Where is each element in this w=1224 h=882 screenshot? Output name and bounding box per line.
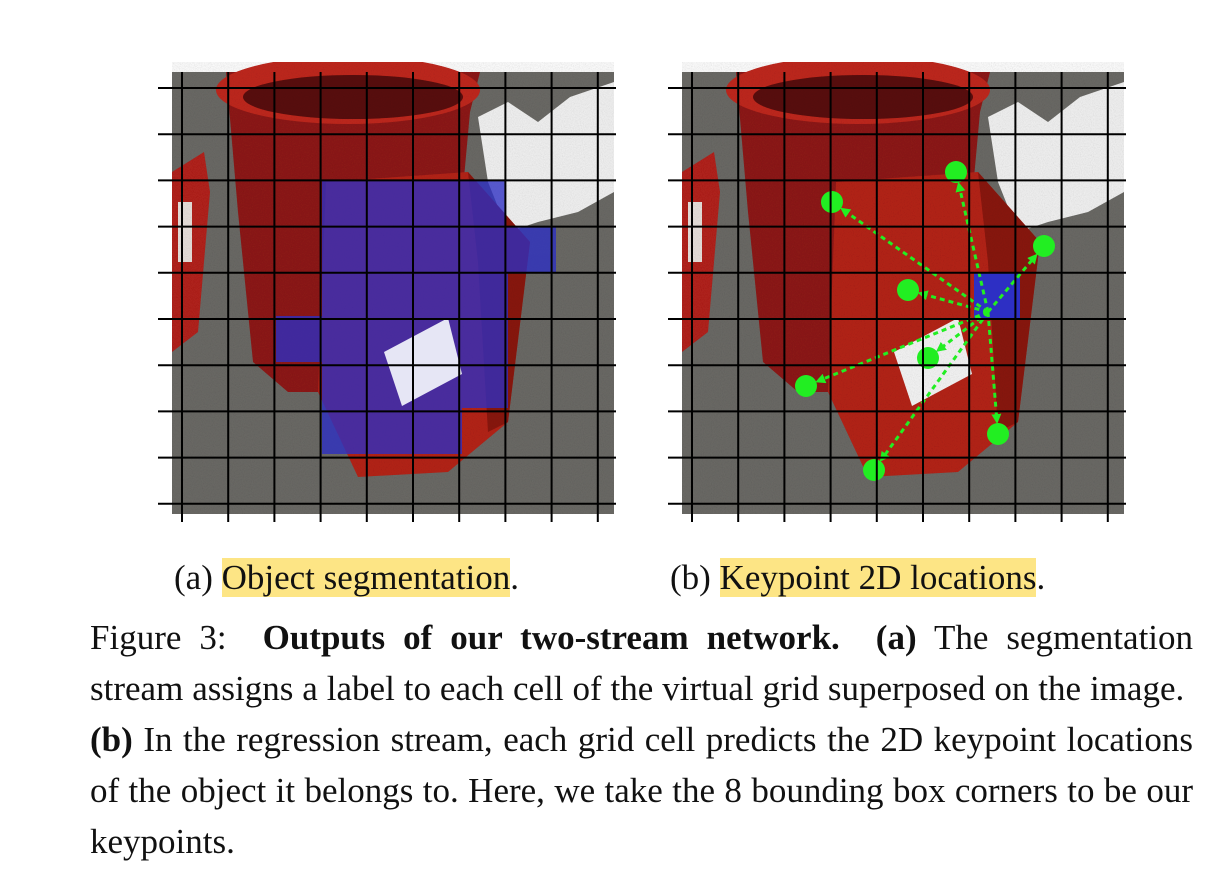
subcaption-a: (a) Object segmentation. <box>174 558 520 597</box>
keypoint-arrow <box>986 253 1038 313</box>
figure-label: Figure 3: <box>90 618 227 657</box>
keypoint <box>897 279 919 301</box>
caption-heading: Outputs of our two-stream network. <box>262 618 840 657</box>
keypoint-arrow <box>955 181 990 313</box>
keypoint <box>945 161 967 183</box>
keypoint <box>795 375 817 397</box>
keypoint <box>987 423 1009 445</box>
keypoint <box>821 191 843 213</box>
virtual-grid <box>158 72 616 522</box>
keypoint-image <box>668 62 1126 522</box>
label-sticker <box>384 318 462 406</box>
virtual-grid <box>668 72 1126 522</box>
keypoint <box>1033 235 1055 257</box>
keypoints <box>795 161 1055 481</box>
subcaption-a-title: Object segmentation <box>221 558 511 597</box>
figure-caption: Figure 3: Outputs of our two-stream netw… <box>90 618 1194 861</box>
keypoint-arrow <box>879 311 990 462</box>
predicting-cell <box>974 272 1020 318</box>
keypoint <box>863 459 885 481</box>
keypoint-arrows <box>815 181 1038 462</box>
keypoint-arrow <box>815 310 989 384</box>
subcaption-b: (b) Keypoint 2D locations. <box>670 558 1046 597</box>
subcaption-b-title: Keypoint 2D locations <box>719 558 1037 597</box>
segmentation-image <box>158 62 616 522</box>
keypoint-arrow <box>917 290 989 314</box>
